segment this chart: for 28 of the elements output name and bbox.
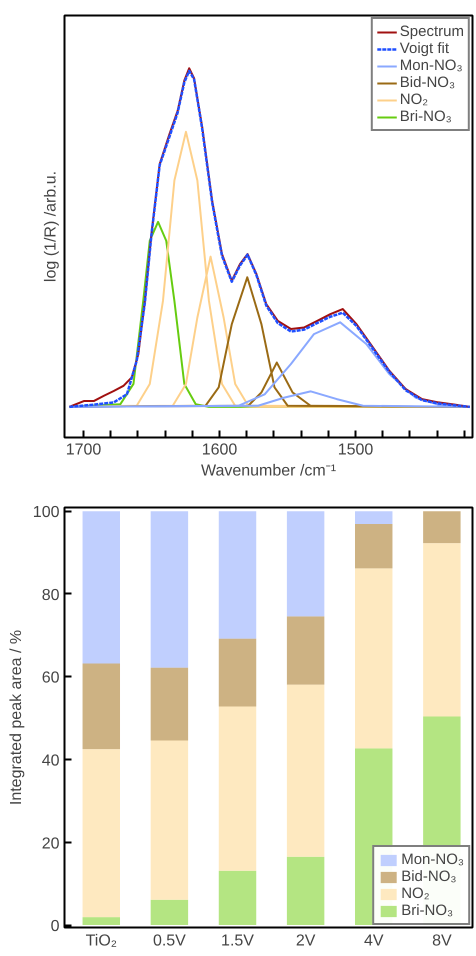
legend-label: Bri-NO₃ bbox=[401, 902, 454, 919]
x-tick-label: 1700 bbox=[66, 442, 102, 458]
x-tick-label: 4V bbox=[364, 932, 384, 950]
legend-label: Spectrum bbox=[400, 23, 464, 40]
x-tick-label: 1600 bbox=[202, 442, 238, 458]
y-axis-title: Integrated peak area / % bbox=[8, 630, 25, 806]
legend-label: Mon-NO₃ bbox=[400, 57, 463, 74]
y-tick-label: 60 bbox=[42, 670, 60, 687]
legend-label: Bid-NO₃ bbox=[400, 74, 456, 91]
legend-label: NO₂ bbox=[400, 91, 428, 108]
y-tick-label: 0 bbox=[50, 918, 60, 936]
x-axis-title: Wavenumber /cm⁻¹ bbox=[200, 462, 336, 480]
legend-label: NO₂ bbox=[401, 885, 430, 902]
legend-label: Bid-NO₃ bbox=[401, 868, 456, 885]
y-axis-title: log (1/R) /arb.u. bbox=[42, 170, 60, 282]
x-tick-label: 8V bbox=[432, 932, 452, 950]
x-tick-label: 1500 bbox=[338, 442, 374, 458]
x-tick-label: 0.5V bbox=[152, 932, 186, 950]
y-tick-label: 20 bbox=[42, 835, 60, 852]
x-tick-label: 2V bbox=[296, 932, 316, 950]
y-tick-label: 40 bbox=[42, 752, 60, 770]
x-tick-label: TiO₂ bbox=[86, 932, 117, 950]
x-tick-label: 1.5V bbox=[221, 932, 254, 950]
legend-label: Bri-NO₃ bbox=[400, 108, 452, 125]
legend-label: Voigt fit bbox=[400, 40, 449, 57]
legend-label: Mon-NO₃ bbox=[401, 851, 464, 868]
y-tick-label: 100 bbox=[32, 504, 60, 522]
y-tick-label: 80 bbox=[42, 586, 60, 604]
